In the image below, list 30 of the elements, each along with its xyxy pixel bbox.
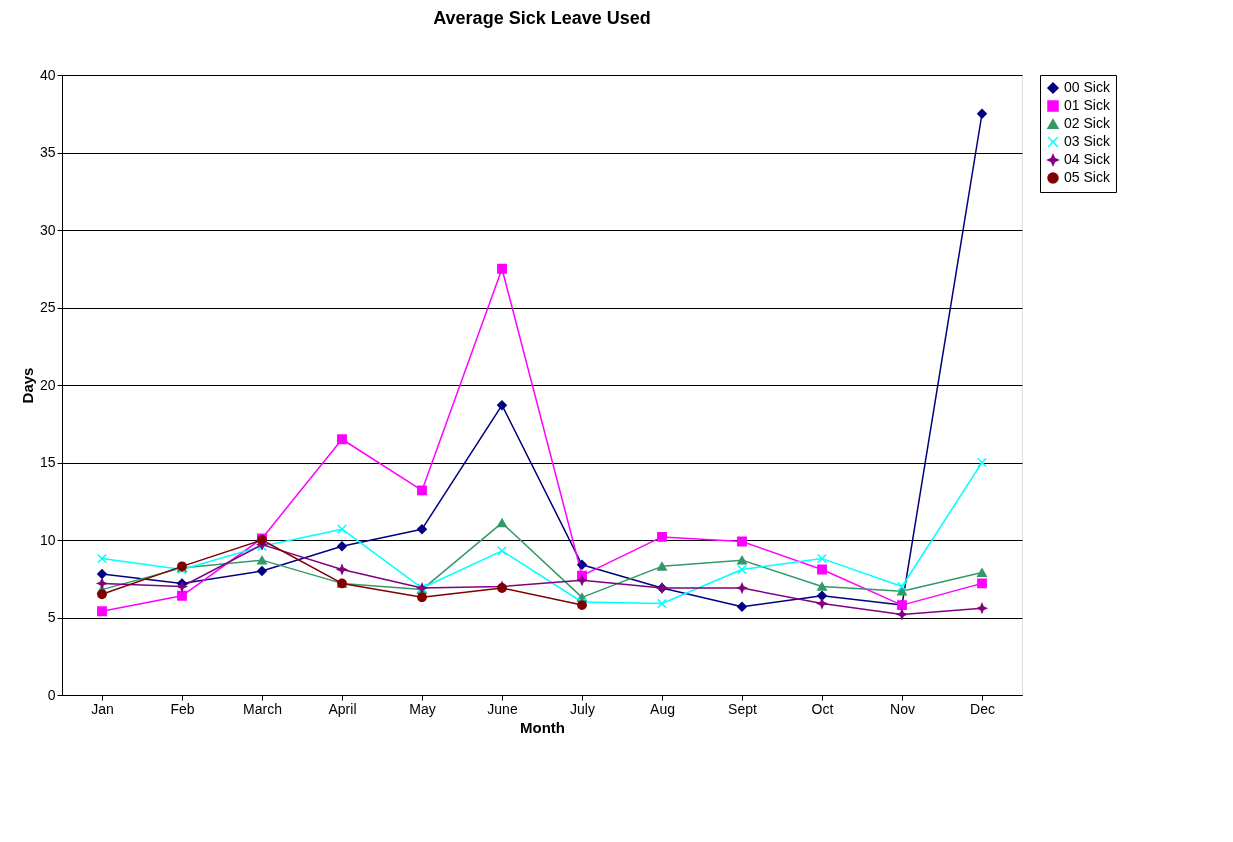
- x-tick-label: Sept: [728, 700, 757, 717]
- x-tick-label: Aug: [650, 700, 675, 717]
- y-tick-label: 30: [39, 221, 56, 238]
- y-tick-label: 15: [39, 454, 56, 470]
- legend-label: 00 Sick: [1064, 79, 1111, 95]
- y-tick-label: 0: [47, 686, 56, 703]
- x-axis-title: Month: [520, 718, 565, 736]
- x-tick-label: June: [487, 700, 518, 717]
- y-tick-label: 5: [47, 609, 56, 625]
- x-tick-label: July: [570, 700, 595, 717]
- y-tick-label: 20: [39, 376, 56, 393]
- y-tick-label: 25: [39, 299, 56, 315]
- legend-label: 02 Sick: [1064, 115, 1111, 131]
- y-tick-label: 10: [39, 531, 56, 548]
- x-tick-label: April: [328, 700, 357, 717]
- x-tick-label: Oct: [811, 700, 834, 717]
- x-tick-label: Dec: [970, 700, 995, 717]
- x-tick-label: Nov: [890, 700, 915, 717]
- legend-label: 04 Sick: [1064, 151, 1111, 167]
- y-axis-title: Days: [18, 367, 36, 404]
- legend-label: 05 Sick: [1064, 169, 1111, 185]
- y-tick-label: 40: [39, 66, 56, 83]
- legend-label: 01 Sick: [1064, 97, 1111, 113]
- x-tick-label: Feb: [170, 700, 195, 717]
- x-tick-label: May: [409, 700, 436, 717]
- y-tick-label: 35: [39, 144, 56, 160]
- legend-label: 03 Sick: [1064, 133, 1111, 149]
- x-tick-label: March: [243, 700, 282, 717]
- chart-title: Average Sick Leave Used: [433, 8, 651, 28]
- x-tick-label: Jan: [91, 700, 114, 717]
